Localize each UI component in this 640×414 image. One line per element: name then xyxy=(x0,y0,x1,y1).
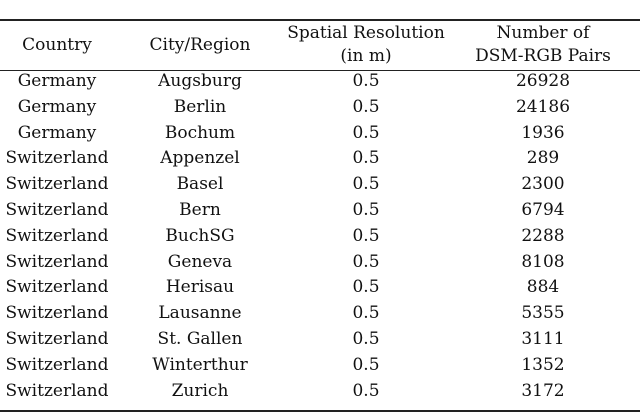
table-cell: Switzerland xyxy=(5,328,109,349)
table-cell: 0.5 xyxy=(352,96,380,117)
table-row: Switzerland Bern 0.5 6794 xyxy=(0,198,640,224)
header-line: Spatial Resolution xyxy=(287,23,445,43)
header-line: DSM-RGB Pairs xyxy=(475,46,611,66)
table-cell: 0.5 xyxy=(352,225,380,246)
table-cell: Switzerland xyxy=(5,380,109,401)
header-row: Country City/Region Spatial Resolution (in … xyxy=(0,21,640,69)
table-cell: BuchSG xyxy=(165,225,235,246)
table-row: Switzerland Herisau 0.5 884 xyxy=(0,275,640,301)
table-cell: 2288 xyxy=(521,225,565,246)
table-cell: 1352 xyxy=(521,354,565,375)
column-header: Number of DSM-RGB Pairs xyxy=(446,21,640,69)
table-cell: 8108 xyxy=(521,251,565,272)
table-cell: Augsburg xyxy=(158,71,242,91)
table-cell: 289 xyxy=(526,148,560,169)
table-row: Switzerland Appenzel 0.5 289 xyxy=(0,146,640,172)
table-cell: 0.5 xyxy=(352,251,380,272)
table-cell: 0.5 xyxy=(352,122,380,143)
table-cell: 5355 xyxy=(521,303,565,324)
table-cell: Switzerland xyxy=(5,251,109,272)
table-cell: Basel xyxy=(176,174,224,195)
table-cell: 0.5 xyxy=(352,277,380,298)
table-cell: Switzerland xyxy=(5,354,109,375)
table-cell: 0.5 xyxy=(352,328,380,349)
table-cell: Germany xyxy=(17,71,97,91)
table-row: Switzerland St. Gallen 0.5 3111 xyxy=(0,327,640,353)
table-cell: 3111 xyxy=(521,328,565,349)
table-row: Germany Bochum 0.5 1936 xyxy=(0,121,640,147)
header-line: Country xyxy=(22,34,92,55)
table-cell: Germany xyxy=(17,96,97,117)
header-line: Number of xyxy=(496,23,590,43)
table-cell: Germany xyxy=(17,122,97,143)
table-cell: 0.5 xyxy=(352,71,380,91)
bottom-rule xyxy=(0,410,640,412)
table-cell: Geneva xyxy=(167,251,233,272)
table-cell: Switzerland xyxy=(5,225,109,246)
table-cell: 0.5 xyxy=(352,380,380,401)
table-cell: 1936 xyxy=(521,122,565,143)
table-cell: 0.5 xyxy=(352,174,380,195)
table-cell: Switzerland xyxy=(5,199,109,220)
table-row: Germany Berlin 0.5 24186 xyxy=(0,95,640,121)
table-cell: 3172 xyxy=(521,380,565,401)
column-header: City/Region xyxy=(114,21,286,69)
table-cell: Berlin xyxy=(173,96,227,117)
table-row: Switzerland Winterthur 0.5 1352 xyxy=(0,353,640,379)
top-rule xyxy=(0,19,640,21)
table-cell: 0.5 xyxy=(352,303,380,324)
table-cell: Lausanne xyxy=(158,303,242,324)
table-row: Switzerland BuchSG 0.5 2288 xyxy=(0,224,640,250)
table-cell: Bern xyxy=(179,199,221,220)
data-table: Country City/Region Spatial Resolution (in … xyxy=(0,21,640,404)
column-header: Spatial Resolution (in m) xyxy=(286,21,446,69)
table-cell: Switzerland xyxy=(5,148,109,169)
table-cell: Switzerland xyxy=(5,277,109,298)
table-row: Switzerland Zurich 0.5 3172 xyxy=(0,379,640,405)
table-cell: Appenzel xyxy=(160,148,240,169)
header-line: (in m) xyxy=(340,46,392,66)
table-cell: Switzerland xyxy=(5,174,109,195)
table-cell: Bochum xyxy=(164,122,236,143)
table-cell: 0.5 xyxy=(352,199,380,220)
table-cell: 24186 xyxy=(515,96,571,117)
header-line: City/Region xyxy=(149,34,251,55)
table-cell: 0.5 xyxy=(352,354,380,375)
column-header: Country xyxy=(0,21,114,69)
table-row: Germany Augsburg 0.5 26928 xyxy=(0,69,640,95)
table-cell: 6794 xyxy=(521,199,565,220)
table-cell: 0.5 xyxy=(352,148,380,169)
table-row: Switzerland Lausanne 0.5 5355 xyxy=(0,301,640,327)
table-row: Switzerland Geneva 0.5 8108 xyxy=(0,250,640,276)
table-cell: 884 xyxy=(526,277,560,298)
table-cell: Winterthur xyxy=(152,354,248,375)
table-cell: Herisau xyxy=(165,277,235,298)
table-cell: 26928 xyxy=(515,71,571,91)
table-cell: St. Gallen xyxy=(157,328,243,349)
table-cell: Switzerland xyxy=(5,303,109,324)
table-row: Switzerland Basel 0.5 2300 xyxy=(0,172,640,198)
header-rule xyxy=(0,70,640,71)
table-cell: 2300 xyxy=(521,174,565,195)
table-cell: Zurich xyxy=(171,380,229,401)
